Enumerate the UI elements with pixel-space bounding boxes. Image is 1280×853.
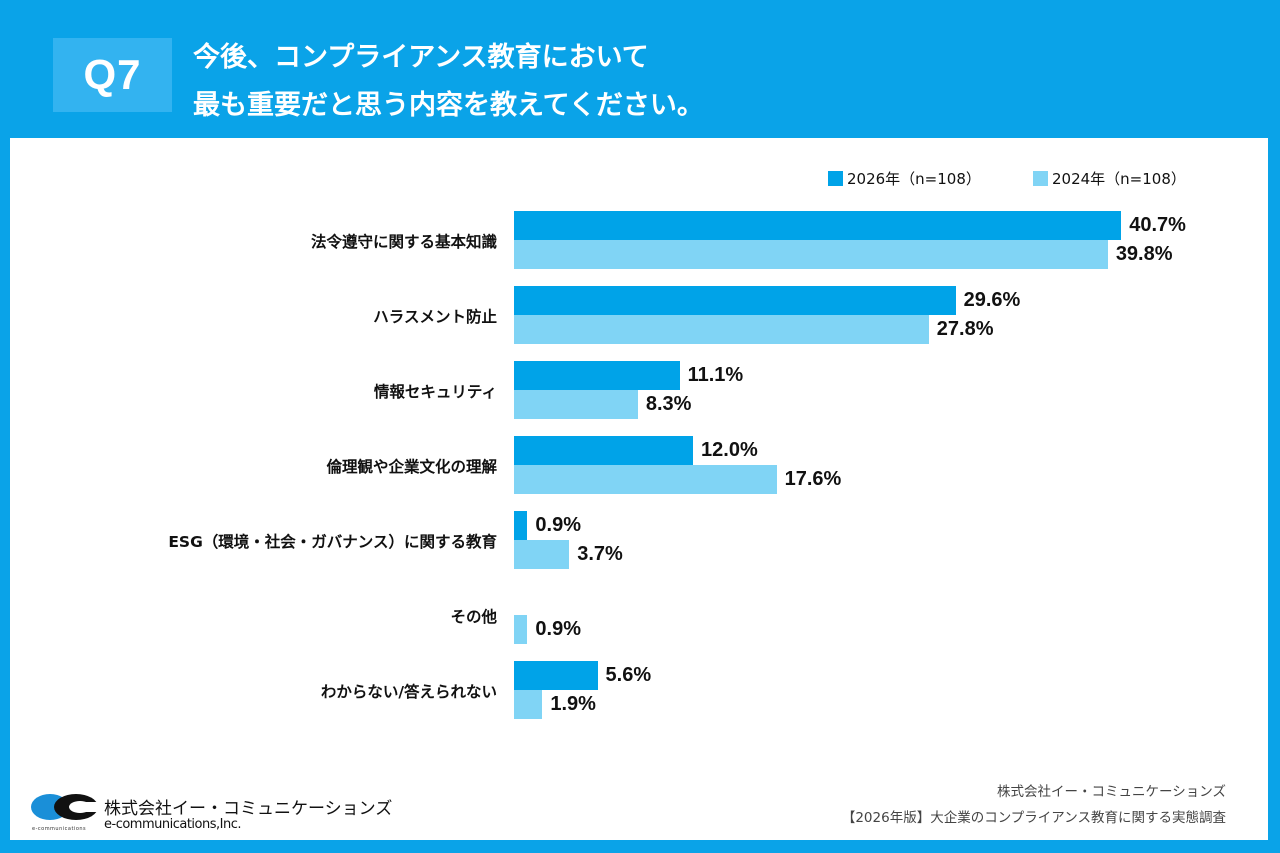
category-label: その他 [450,608,497,626]
data-label-2024: 0.9% [535,618,582,640]
question-title: 今後、コンプライアンス教育において 最も重要だと思う内容を教えてください。 [193,34,704,130]
bar-2024 [514,390,638,419]
data-label-2024: 3.7% [577,543,623,565]
bar-2024 [514,315,929,344]
bar-2026 [514,361,680,390]
data-label-2024: 17.6% [784,468,842,490]
bar-2026 [514,436,694,465]
bar-2024 [514,690,543,719]
category-label: 情報セキュリティ [373,383,497,401]
legend-item-2024: 2024年（n=108） [1033,168,1186,189]
question-title-line-2: 最も重要だと思う内容を教えてください。 [193,90,704,121]
legend-label-2026: 2026年（n=108） [847,170,981,188]
data-label-2024: 8.3% [645,393,692,415]
category-label: ESG（環境・社会・ガバナンス）に関する教育 [168,533,497,551]
question-number-badge: Q7 [53,38,172,112]
data-label-2026: 11.1% [687,364,744,386]
category-label: わからない/答えられない [320,683,497,701]
bar-2024 [514,240,1108,269]
data-label-2026: 29.6% [963,289,1021,311]
question-title-line-1: 今後、コンプライアンス教育において [193,42,649,73]
source-company: 株式会社イー・コミュニケーションズ [997,784,1226,800]
data-label-2026: 40.7% [1129,214,1186,236]
data-label-2024: 27.8% [936,318,994,340]
data-label-2026: 0.9% [535,514,582,536]
data-label-2026: 5.6% [605,664,652,686]
company-logo-icon [31,794,100,820]
data-label-2026: 12.0% [701,439,758,461]
category-label: ハラスメント防止 [373,308,497,326]
bar-2026 [514,286,956,315]
legend-swatch-2024 [1033,171,1048,186]
bar-2024 [514,615,528,644]
legend-label-2024: 2024年（n=108） [1052,170,1186,188]
legend-item-2026: 2026年（n=108） [828,168,981,189]
logo-company-name-en: e-communications,Inc. [104,817,241,832]
category-label: 倫理観や企業文化の理解 [326,458,497,476]
data-label-2024: 39.8% [1115,243,1173,265]
source-survey-title: 【2026年版】大企業のコンプライアンス教育に関する実態調査 [841,810,1226,826]
bar-2026 [514,511,528,540]
logo-small-text: e-communications [32,826,87,832]
bar-2026 [514,211,1122,240]
bar-2024 [514,465,777,494]
bar-2026 [514,661,598,690]
data-label-2024: 1.9% [550,693,596,715]
legend-swatch-2026 [828,171,843,186]
bar-2024 [514,540,570,569]
logo-company-name-jp: 株式会社イー・コミュニケーションズ [104,799,393,819]
category-label: 法令遵守に関する基本知識 [310,233,497,251]
